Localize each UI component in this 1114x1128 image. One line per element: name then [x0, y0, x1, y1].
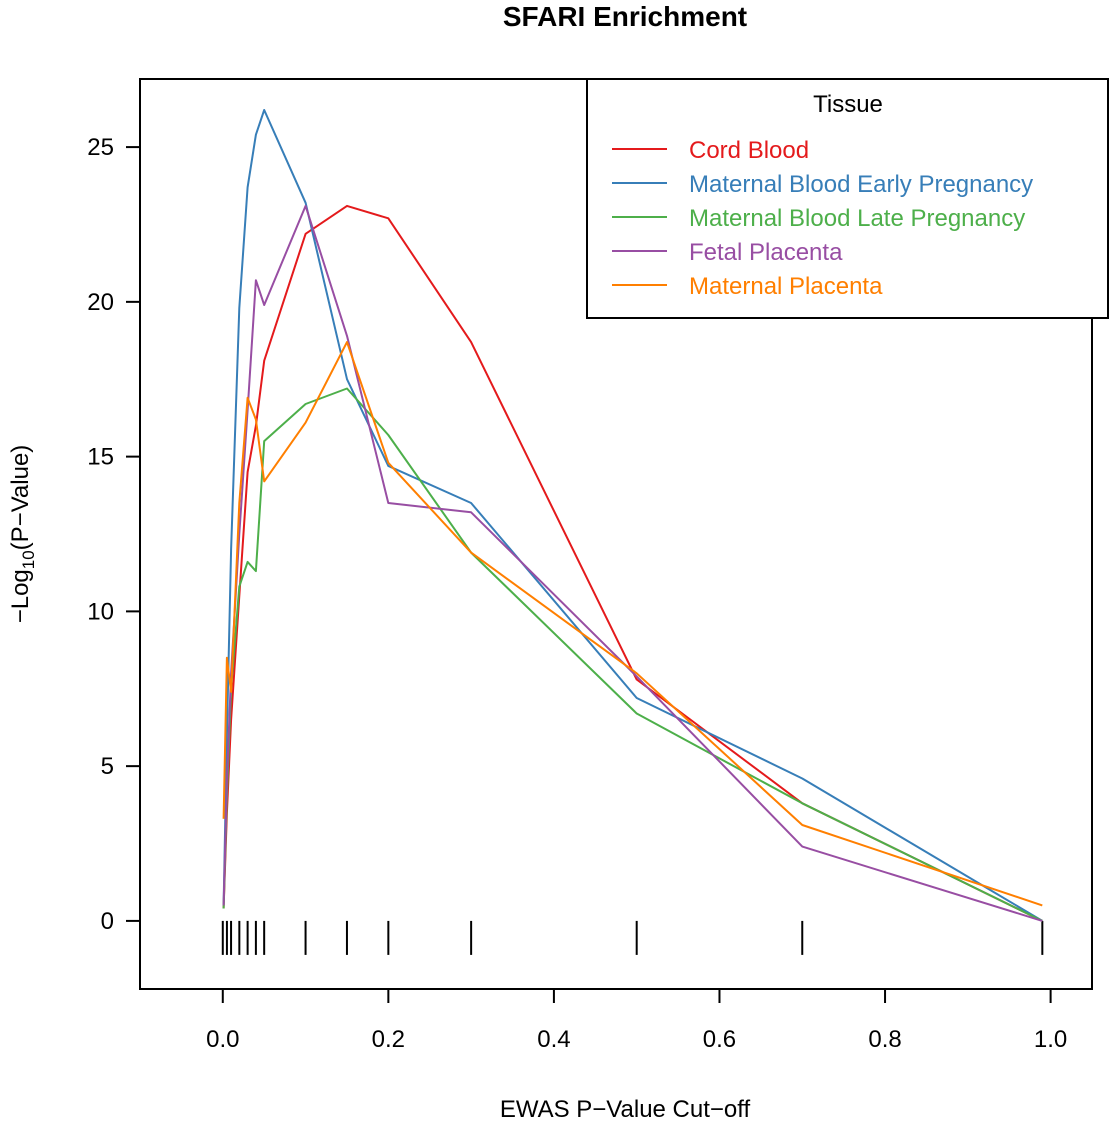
series-line-cord-blood	[222, 204, 1043, 922]
y-tick-label: 15	[87, 444, 114, 471]
y-axis-title-rest: (P−Value)	[7, 445, 34, 551]
legend-label: Fetal Placenta	[689, 239, 843, 266]
series-line-maternal-placenta	[222, 341, 1043, 907]
y-axis-title-subscript: 10	[19, 550, 38, 569]
legend-label: Maternal Blood Early Pregnancy	[689, 171, 1033, 198]
y-tick-label: 20	[87, 289, 114, 316]
legend-label: Cord Blood	[689, 137, 809, 164]
legend-label: Maternal Placenta	[689, 273, 883, 300]
series-line-maternal-blood-late-pregnancy	[222, 387, 1043, 922]
y-tick-label: 0	[101, 908, 114, 935]
series-lines	[222, 109, 1043, 922]
rug-marks	[221, 920, 1044, 955]
x-tick-label: 0.0	[206, 1026, 239, 1053]
legend-title: Tissue	[813, 91, 883, 118]
y-tick-label: 25	[87, 134, 114, 161]
legend-box	[586, 78, 1109, 319]
y-tick-label: 10	[87, 598, 114, 625]
x-axis-title: EWAS P−Value Cut−off	[500, 1096, 751, 1123]
x-tick-label: 1.0	[1034, 1026, 1067, 1053]
y-axis: 0 5 10 15 20 25	[87, 134, 140, 935]
legend: Tissue Cord Blood Maternal Blood Early Pr…	[586, 78, 1109, 319]
y-tick-label: 5	[101, 753, 114, 780]
chart-title: SFARI Enrichment	[503, 1, 747, 32]
x-axis: 0.0 0.2 0.4 0.6 0.8 1.0	[206, 989, 1067, 1053]
x-tick-label: 0.4	[537, 1026, 570, 1053]
y-axis-title: −Log10(P−Value)	[7, 445, 38, 624]
y-axis-title-main: −Log	[7, 569, 34, 623]
x-tick-label: 0.8	[868, 1026, 901, 1053]
x-tick-label: 0.6	[703, 1026, 736, 1053]
legend-items: Cord Blood Maternal Blood Early Pregnancy…	[612, 137, 1033, 300]
legend-label: Maternal Blood Late Pregnancy	[689, 205, 1025, 232]
x-tick-label: 0.2	[372, 1026, 405, 1053]
series-line-maternal-blood-early-pregnancy	[222, 109, 1043, 922]
